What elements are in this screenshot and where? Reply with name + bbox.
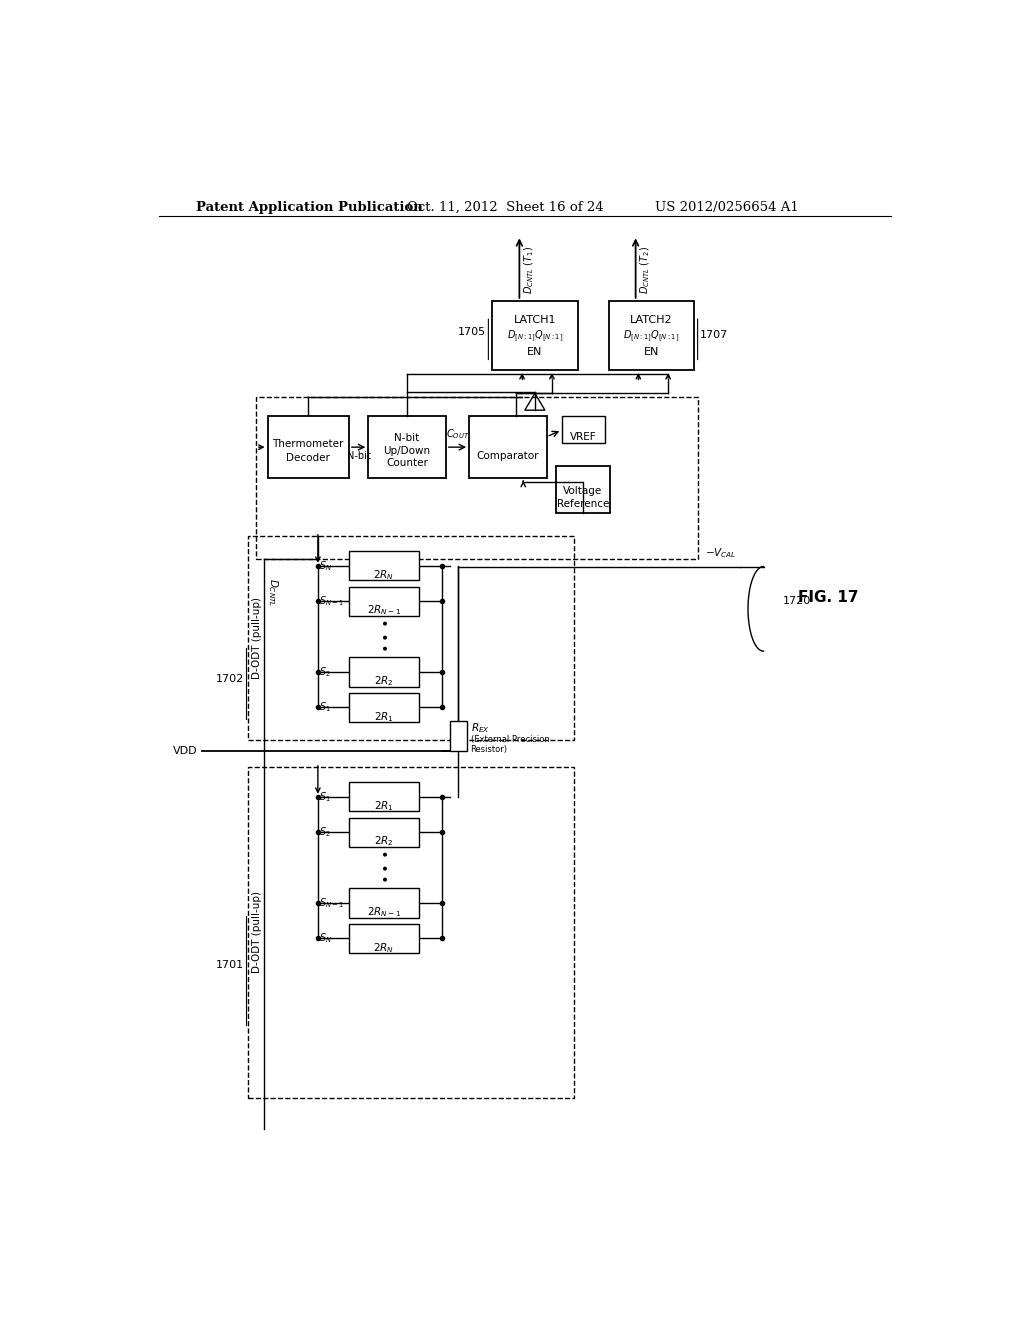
Text: $S_N$: $S_N$ (319, 932, 333, 945)
Text: $S_{N-1}$: $S_{N-1}$ (319, 896, 345, 909)
Bar (493, 301, 578, 370)
Text: Comparator: Comparator (476, 451, 539, 461)
Text: $D_{CNTL}$: $D_{CNTL}$ (266, 578, 280, 607)
Text: $R_{EX}$: $R_{EX}$ (471, 721, 489, 735)
Text: $S_N$: $S_N$ (319, 558, 333, 573)
Text: $2R_{N-1}$: $2R_{N-1}$ (367, 603, 400, 618)
Text: $S_2$: $S_2$ (319, 825, 331, 840)
Text: VDD: VDD (173, 746, 198, 756)
Bar (349, 552, 419, 581)
Text: $D_{CNTL}\ (T_1)$: $D_{CNTL}\ (T_1)$ (522, 246, 537, 294)
Text: $D_{[N:1]}Q_{[N:1]}$: $D_{[N:1]}Q_{[N:1]}$ (507, 329, 563, 345)
Bar (450, 721, 467, 751)
Text: $2R_N$: $2R_N$ (373, 941, 394, 954)
Text: Reference: Reference (557, 499, 609, 508)
Bar (248, 536, 573, 739)
Bar (469, 416, 547, 478)
Text: LATCH2: LATCH2 (630, 314, 673, 325)
Bar (562, 416, 604, 444)
Text: $\bullet\bullet\bullet$: $\bullet\bullet\bullet$ (377, 619, 391, 653)
Text: 1701: 1701 (216, 961, 245, 970)
Bar (349, 817, 419, 847)
Text: $2R_2$: $2R_2$ (374, 675, 393, 688)
Bar (369, 416, 445, 478)
Text: (External Precision: (External Precision (471, 735, 549, 744)
Text: 1720: 1720 (783, 597, 811, 606)
Bar (608, 301, 693, 370)
Text: $2R_N$: $2R_N$ (373, 568, 394, 582)
Text: $2R_{N-1}$: $2R_{N-1}$ (367, 906, 400, 919)
Text: D-ODT (pull-up): D-ODT (pull-up) (253, 597, 262, 678)
Text: Counter: Counter (386, 458, 428, 467)
Text: Decoder: Decoder (287, 453, 330, 463)
Bar (349, 586, 419, 615)
Text: Oct. 11, 2012  Sheet 16 of 24: Oct. 11, 2012 Sheet 16 of 24 (407, 201, 603, 214)
Text: $D_{[N:1]}Q_{[N:1]}$: $D_{[N:1]}Q_{[N:1]}$ (623, 329, 679, 345)
Text: Voltage: Voltage (563, 486, 602, 495)
Bar (556, 466, 610, 512)
Bar (349, 693, 419, 722)
Text: Up/Down: Up/Down (383, 446, 430, 455)
Text: LATCH1: LATCH1 (514, 314, 556, 325)
Text: Thermometer: Thermometer (272, 440, 344, 449)
Text: $\bullet\bullet\bullet$: $\bullet\bullet\bullet$ (377, 850, 391, 884)
Text: $S_2$: $S_2$ (319, 665, 331, 678)
Text: EN: EN (643, 347, 658, 356)
Text: N-bit: N-bit (394, 433, 420, 444)
Text: $S_1$: $S_1$ (319, 701, 331, 714)
Text: $2R_1$: $2R_1$ (374, 799, 393, 813)
Text: 1707: 1707 (700, 330, 728, 341)
Text: EN: EN (527, 347, 543, 356)
Bar (256, 397, 697, 558)
Text: 1702: 1702 (216, 673, 245, 684)
Bar (349, 781, 419, 812)
Bar (267, 416, 349, 478)
Text: Patent Application Publication: Patent Application Publication (197, 201, 423, 214)
Bar (349, 924, 419, 953)
Text: VREF: VREF (570, 432, 597, 442)
Text: FIG. 17: FIG. 17 (799, 590, 859, 605)
Text: $D_{CNTL}\ (T_2)$: $D_{CNTL}\ (T_2)$ (639, 246, 652, 294)
Text: 1705: 1705 (458, 326, 486, 337)
Text: $C_{OUT}$: $C_{OUT}$ (445, 428, 469, 441)
Text: N-bit: N-bit (347, 451, 371, 461)
Text: Resistor): Resistor) (471, 746, 508, 754)
Bar (349, 888, 419, 917)
Text: $-V_{CAL}$: $-V_{CAL}$ (705, 546, 736, 561)
Text: US 2012/0256654 A1: US 2012/0256654 A1 (655, 201, 799, 214)
Text: $S_1$: $S_1$ (319, 789, 331, 804)
Text: $S_{N-1}$: $S_{N-1}$ (319, 594, 345, 609)
Text: $2R_2$: $2R_2$ (374, 834, 393, 849)
Text: $2R_1$: $2R_1$ (374, 710, 393, 723)
Bar (248, 767, 573, 1098)
Text: D-ODT (pull-up): D-ODT (pull-up) (253, 891, 262, 973)
Bar (349, 657, 419, 686)
